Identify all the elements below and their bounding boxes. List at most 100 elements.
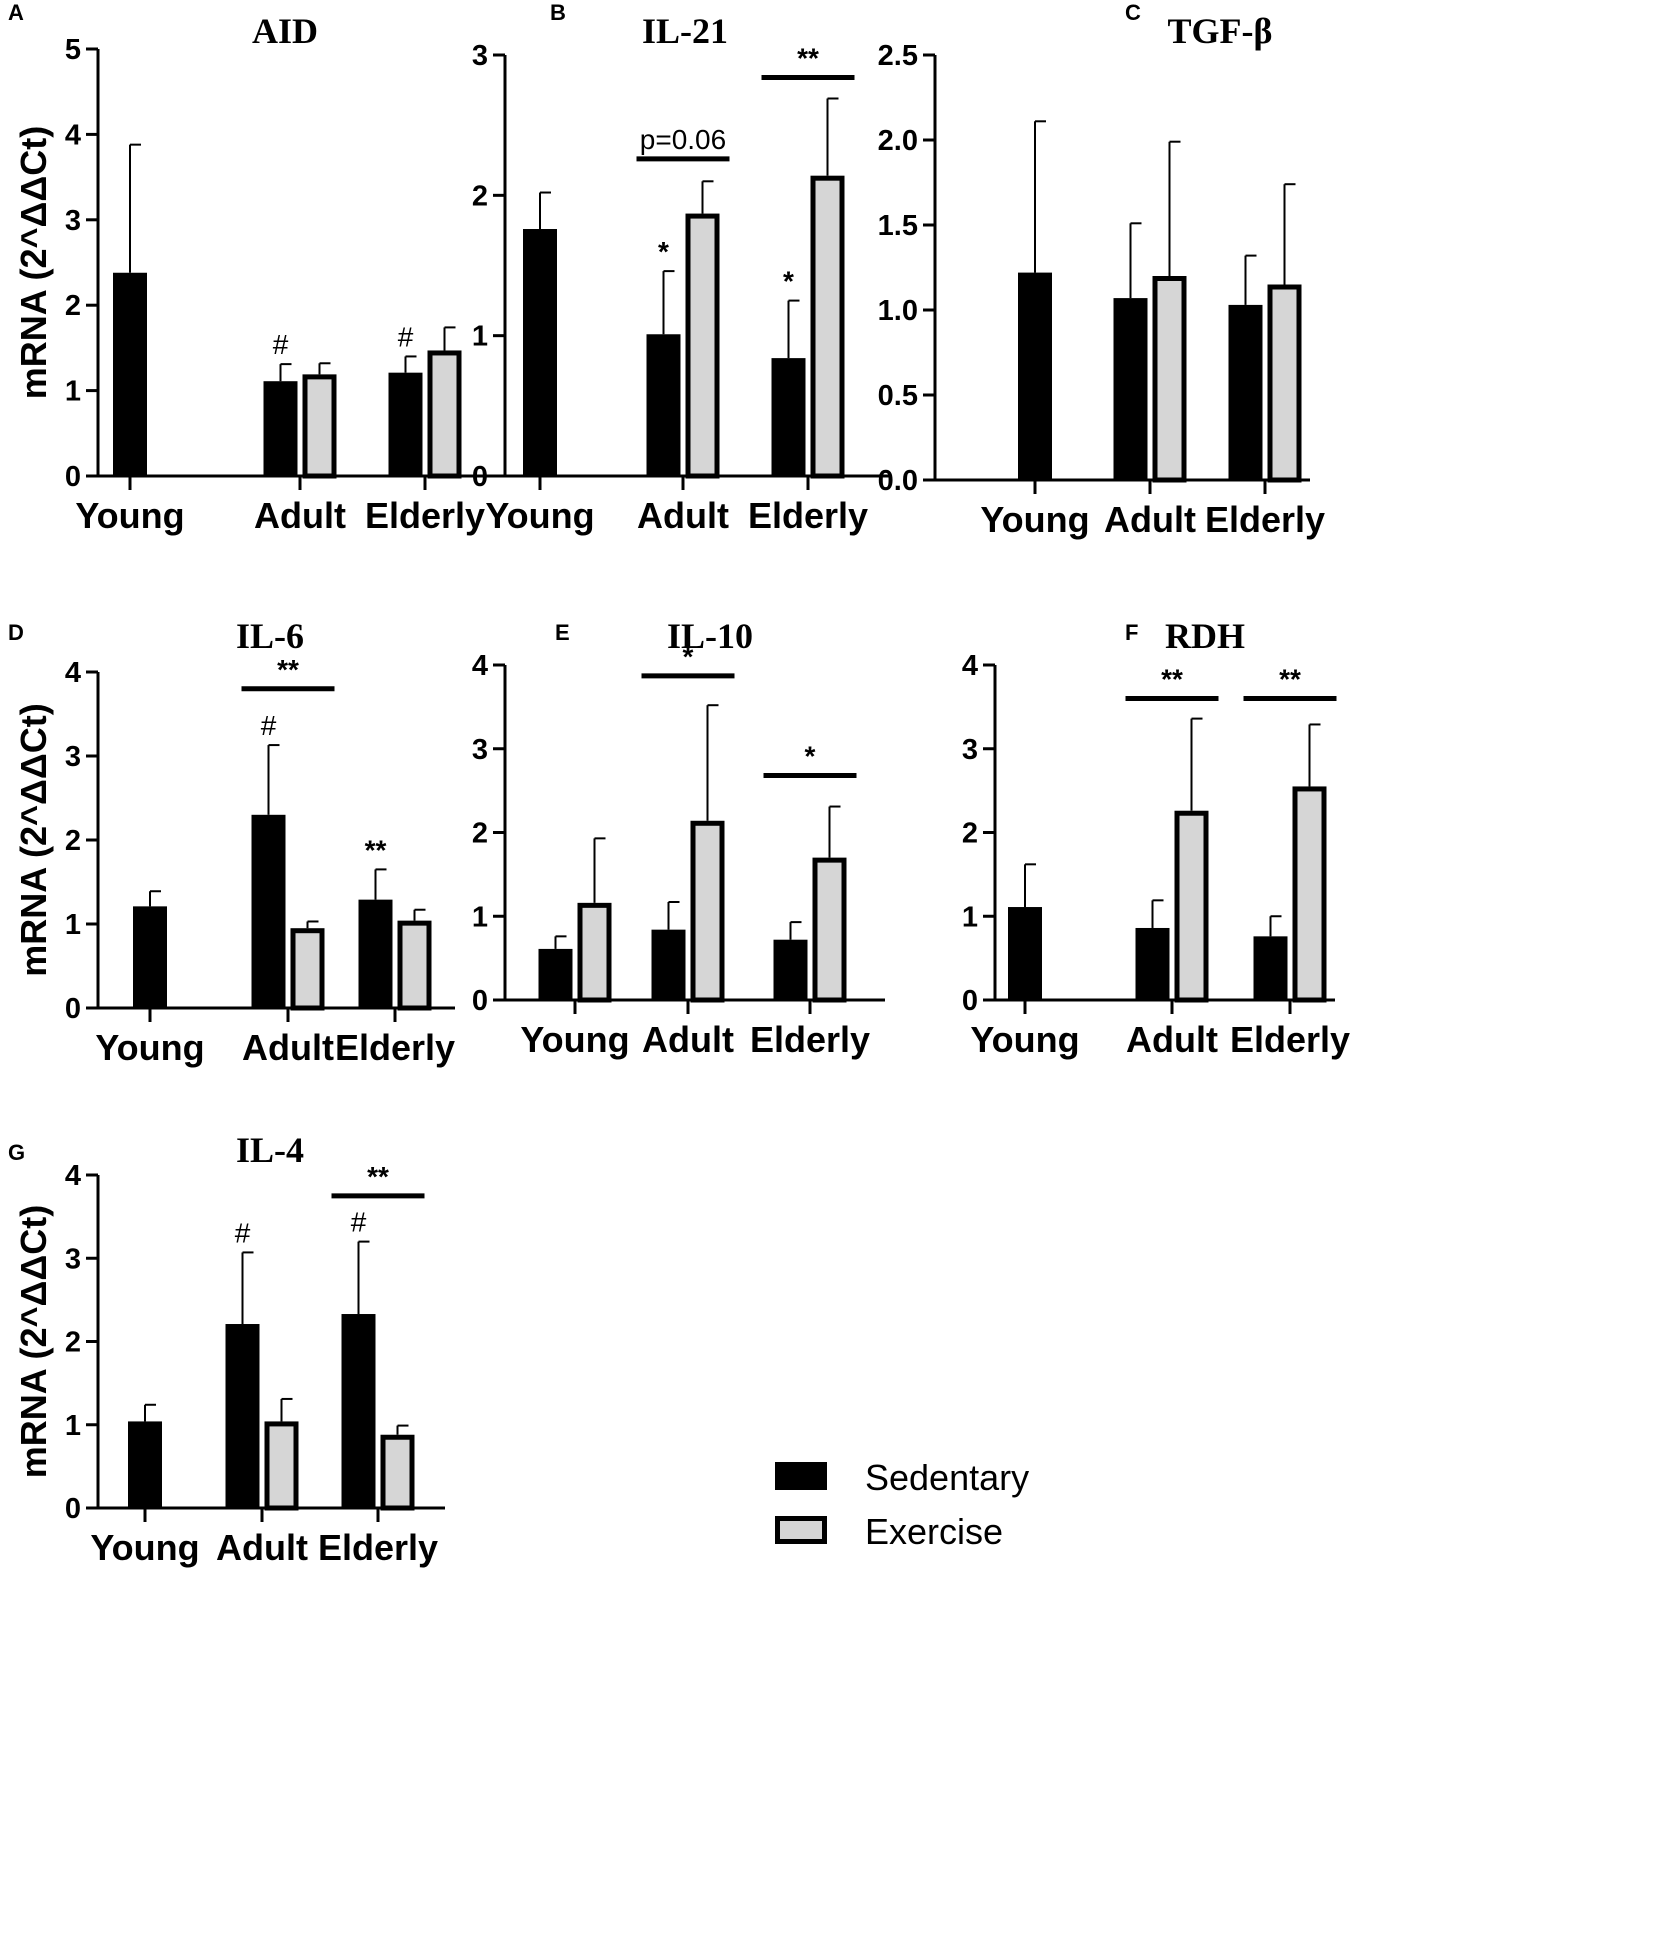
- y-tick-label: 0: [962, 985, 978, 1017]
- legend-label: Sedentary: [865, 1457, 1029, 1498]
- y-tick-label: 2: [962, 818, 978, 850]
- y-tick-label: 1.0: [878, 295, 918, 327]
- x-tick-label: Elderly: [748, 495, 868, 536]
- bar-sedentary: [225, 1324, 260, 1508]
- y-tick-label: 2.5: [878, 40, 918, 72]
- bracket-label: **: [367, 1161, 389, 1192]
- bar-exercise: [810, 175, 845, 479]
- bar-sedentary: [1113, 298, 1148, 480]
- x-tick-label: Young: [95, 1027, 204, 1068]
- panel-C: C TGF-β 0.0 0.5 1.0 1.5 2.0 2.5 Young Adult Elderl…: [878, 0, 1325, 540]
- panel-letter: C: [1125, 0, 1141, 25]
- bar-exercise: [1152, 276, 1187, 483]
- bracket-label: p=0.06: [640, 124, 726, 155]
- panel-letter: D: [8, 620, 24, 645]
- y-tick-label: 4: [65, 657, 81, 689]
- y-axis-label: mRNA (2^ΔΔCt): [13, 126, 54, 399]
- y-tick-label: 0: [65, 461, 81, 493]
- x-tick-label: Elderly: [318, 1527, 438, 1568]
- panel-title: IL-6: [236, 616, 304, 656]
- significance-marker: #: [261, 710, 277, 741]
- panel-title: IL-4: [236, 1130, 304, 1170]
- y-tick-label: 2: [65, 825, 81, 857]
- bar-exercise: [1292, 786, 1327, 1003]
- y-tick-label: 1: [472, 321, 488, 353]
- y-tick-label: 4: [65, 119, 81, 151]
- x-tick-label: Elderly: [1230, 1019, 1350, 1060]
- panel-letter: G: [8, 1140, 25, 1165]
- panel-title: IL-21: [642, 11, 728, 51]
- bar-sedentary: [341, 1314, 376, 1508]
- panel-title: IL-10: [667, 616, 753, 656]
- y-tick-label: 0.5: [878, 380, 918, 412]
- bracket-label: *: [805, 741, 816, 772]
- bar-sedentary: [128, 1421, 162, 1508]
- x-tick-label: Young: [75, 495, 184, 536]
- bar-sedentary: [1253, 936, 1288, 1000]
- y-tick-label: 4: [472, 650, 488, 682]
- panel-letter: F: [1125, 620, 1138, 645]
- x-tick-label: Adult: [642, 1019, 734, 1060]
- significance-marker: #: [273, 329, 289, 360]
- significance-marker: #: [398, 321, 414, 352]
- x-tick-label: Adult: [242, 1027, 334, 1068]
- y-tick-label: 2: [65, 290, 81, 322]
- bar-exercise: [812, 857, 847, 1003]
- bar-sedentary: [523, 229, 557, 476]
- bar-exercise: [427, 350, 462, 479]
- bracket-label: *: [683, 641, 694, 672]
- bar-exercise: [577, 902, 612, 1003]
- y-tick-label: 0: [65, 993, 81, 1025]
- bar-exercise: [302, 374, 337, 479]
- x-tick-label: Adult: [216, 1527, 308, 1568]
- y-tick-label: 0.0: [878, 465, 918, 497]
- bracket-label: **: [797, 42, 819, 73]
- x-tick-label: Adult: [1126, 1019, 1218, 1060]
- y-tick-label: 2: [472, 180, 488, 212]
- legend-swatch-exercise: [775, 1516, 827, 1544]
- y-tick-label: 3: [472, 734, 488, 766]
- bar-sedentary: [113, 272, 147, 476]
- bar-exercise: [685, 213, 720, 479]
- legend: Sedentary Exercise: [775, 1457, 1029, 1552]
- x-tick-label: Young: [90, 1527, 199, 1568]
- significance-marker: #: [235, 1217, 251, 1248]
- bar-sedentary: [1135, 927, 1170, 1000]
- y-tick-label: 1: [472, 901, 488, 933]
- y-tick-label: 3: [962, 734, 978, 766]
- panel-letter: A: [8, 0, 24, 25]
- significance-marker: *: [783, 266, 794, 297]
- y-tick-label: 3: [65, 1243, 81, 1275]
- bar-sedentary: [358, 899, 393, 1008]
- bar-sedentary: [773, 939, 808, 1000]
- x-tick-label: Elderly: [335, 1027, 455, 1068]
- x-tick-label: Elderly: [365, 495, 485, 536]
- bar-sedentary: [388, 372, 423, 476]
- y-axis-label: mRNA (2^ΔΔCt): [13, 703, 54, 976]
- panel-title: AID: [252, 11, 318, 51]
- bar-sedentary: [1018, 272, 1052, 480]
- x-tick-label: Young: [970, 1019, 1079, 1060]
- panel-D: D IL-6 0 1 2 3 4 mRNA (2^ΔΔCt) Young Adult Elderly…: [8, 616, 455, 1068]
- bar-sedentary: [251, 814, 286, 1008]
- bar-sedentary: [651, 929, 686, 1000]
- x-tick-label: Adult: [1104, 499, 1196, 540]
- bar-exercise: [1174, 810, 1209, 1003]
- panel-title: RDH: [1165, 616, 1245, 656]
- legend-item-exercise: Exercise: [775, 1511, 1003, 1552]
- significance-marker: **: [365, 834, 387, 865]
- panel-E: E IL-10 0 1 2 3 4 Young Adult Elderly * *: [472, 616, 885, 1060]
- bar-sedentary: [771, 358, 806, 476]
- y-tick-label: 0: [472, 461, 488, 493]
- legend-item-sedentary: Sedentary: [775, 1457, 1029, 1498]
- bracket-label: **: [1279, 664, 1301, 695]
- y-tick-label: 2: [472, 818, 488, 850]
- y-tick-label: 0: [65, 1493, 81, 1525]
- bar-exercise: [1267, 284, 1302, 483]
- y-tick-label: 5: [65, 34, 81, 66]
- x-tick-label: Young: [485, 495, 594, 536]
- y-tick-label: 4: [962, 650, 978, 682]
- y-tick-label: 3: [65, 205, 81, 237]
- bar-sedentary: [1008, 907, 1042, 1000]
